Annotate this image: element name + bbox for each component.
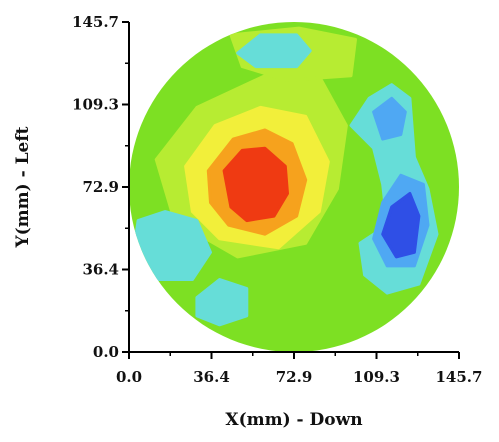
y-tick-label: 72.9 xyxy=(82,178,119,196)
x-axis-label: X(mm) - Down xyxy=(225,410,362,430)
axes: 0.0 36.4 72.9 109.3 145.7 0.0 36.4 72.9 109.3 145… xyxy=(72,13,482,386)
y-tick-label: 36.4 xyxy=(82,261,119,279)
y-tick-label: 109.3 xyxy=(72,96,119,114)
contour-region-blue-11 xyxy=(381,192,421,259)
contour-region-cyan-6 xyxy=(132,210,212,281)
contour-region-red-4 xyxy=(222,146,289,223)
contour-region-cyan-5 xyxy=(236,33,312,69)
x-tick-label: 36.4 xyxy=(193,368,230,386)
y-tick-label: 0.0 xyxy=(93,343,119,361)
y-tick-label: 145.7 xyxy=(72,13,119,31)
x-tick-label: 145.7 xyxy=(436,368,483,386)
x-tick-label: 72.9 xyxy=(276,368,313,386)
x-tick-label: 109.3 xyxy=(353,368,400,386)
x-tick-label: 0.0 xyxy=(116,368,142,386)
y-axis-label: Y(mm) - Left xyxy=(13,126,33,248)
contour-region-light-blue-9 xyxy=(372,96,407,141)
contour-region-cyan-7 xyxy=(195,278,249,327)
